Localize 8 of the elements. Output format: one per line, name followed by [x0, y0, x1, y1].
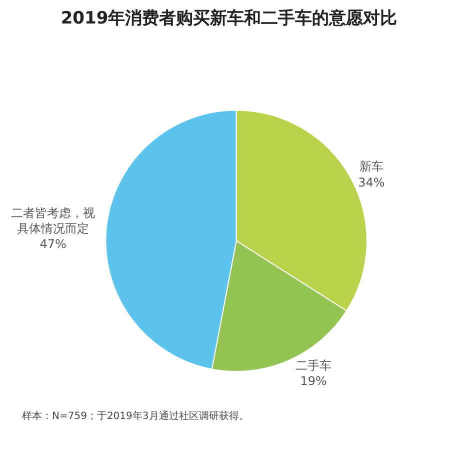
data-label: 34%: [358, 175, 385, 190]
data-label: 47%: [40, 236, 66, 251]
slice-label: 二手车: [296, 358, 332, 372]
data-label: 19%: [300, 374, 327, 388]
chart-title: 2019年消费者购买新车和二手车的意愿对比: [60, 8, 398, 28]
slice-label: 二者皆考虑，视具体情况而定: [11, 206, 96, 236]
slice-label: 新车: [359, 160, 384, 174]
text: 样本：N=759；于2019年3月通过社区调研获得。: [22, 410, 249, 422]
